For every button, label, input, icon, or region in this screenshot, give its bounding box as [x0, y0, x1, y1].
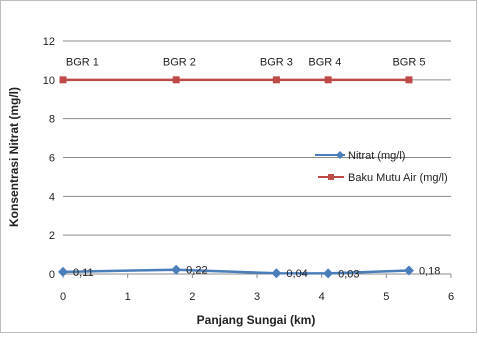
x-tick-label: 5 [383, 291, 389, 303]
data-label: 0,22 [186, 265, 207, 277]
data-point-baku-mutu [172, 76, 180, 84]
x-tick-label: 0 [60, 291, 66, 303]
legend-item-nitrat: Nitrat (mg/l) [315, 150, 405, 162]
legend-label-baku-mutu: Baku Mutu Air (mg/l) [348, 172, 448, 184]
station-label: BGR 2 [163, 56, 196, 68]
data-label: 0,11 [73, 267, 94, 279]
data-point-baku-mutu [272, 76, 280, 84]
data-label: 0,18 [419, 266, 440, 278]
x-tick-label: 3 [254, 291, 260, 303]
y-tick-label: 6 [49, 153, 55, 165]
y-tick-label: 12 [43, 36, 55, 48]
data-point-nitrat [403, 265, 414, 276]
series-layer [58, 76, 414, 279]
station-label: BGR 4 [308, 56, 341, 68]
legend-label-nitrat: Nitrat (mg/l) [348, 150, 405, 162]
data-point-nitrat [323, 268, 334, 279]
y-tick-label: 4 [49, 191, 55, 203]
station-label: BGR 5 [392, 56, 425, 68]
y-tick-label: 8 [49, 114, 55, 126]
station-label: BGR 3 [260, 56, 293, 68]
chart-frame: 0 2 4 6 8 10 12 0 1 2 3 4 5 6 0,11 0,22 0,04 0,03 0,18 BGR… [0, 0, 477, 333]
x-axis-title: Panjang Sungai (km) [197, 313, 316, 327]
y-axis-title: Konsentrasi Nitrat (mg/l) [7, 87, 21, 227]
data-point-baku-mutu [59, 76, 67, 84]
x-tick-label: 6 [448, 291, 454, 303]
y-tick-label: 2 [49, 230, 55, 242]
legend-marker-nitrat [336, 151, 344, 159]
data-label: 0,03 [338, 268, 359, 280]
data-label: 0,04 [286, 268, 307, 280]
grid-layer [63, 40, 451, 236]
data-point-baku-mutu [324, 76, 332, 84]
legend-marker-baku-mutu [328, 174, 334, 180]
label-layer: 0,11 0,22 0,04 0,03 0,18 BGR 1 BGR 2 BGR 3 BGR 4… [66, 56, 440, 280]
x-tick-label: 4 [319, 291, 325, 303]
legend: Nitrat (mg/l) Baku Mutu Air (mg/l) [315, 150, 448, 184]
data-point-nitrat [171, 264, 182, 275]
x-tick-label: 2 [189, 291, 195, 303]
legend-item-baku-mutu: Baku Mutu Air (mg/l) [318, 172, 448, 184]
x-tick-label: 1 [125, 291, 131, 303]
data-point-nitrat [271, 268, 282, 279]
y-tick-label: 0 [49, 269, 55, 281]
data-point-baku-mutu [405, 76, 413, 84]
data-point-nitrat [58, 266, 68, 277]
y-tick-label: 10 [43, 75, 55, 87]
station-label: BGR 1 [66, 56, 99, 68]
